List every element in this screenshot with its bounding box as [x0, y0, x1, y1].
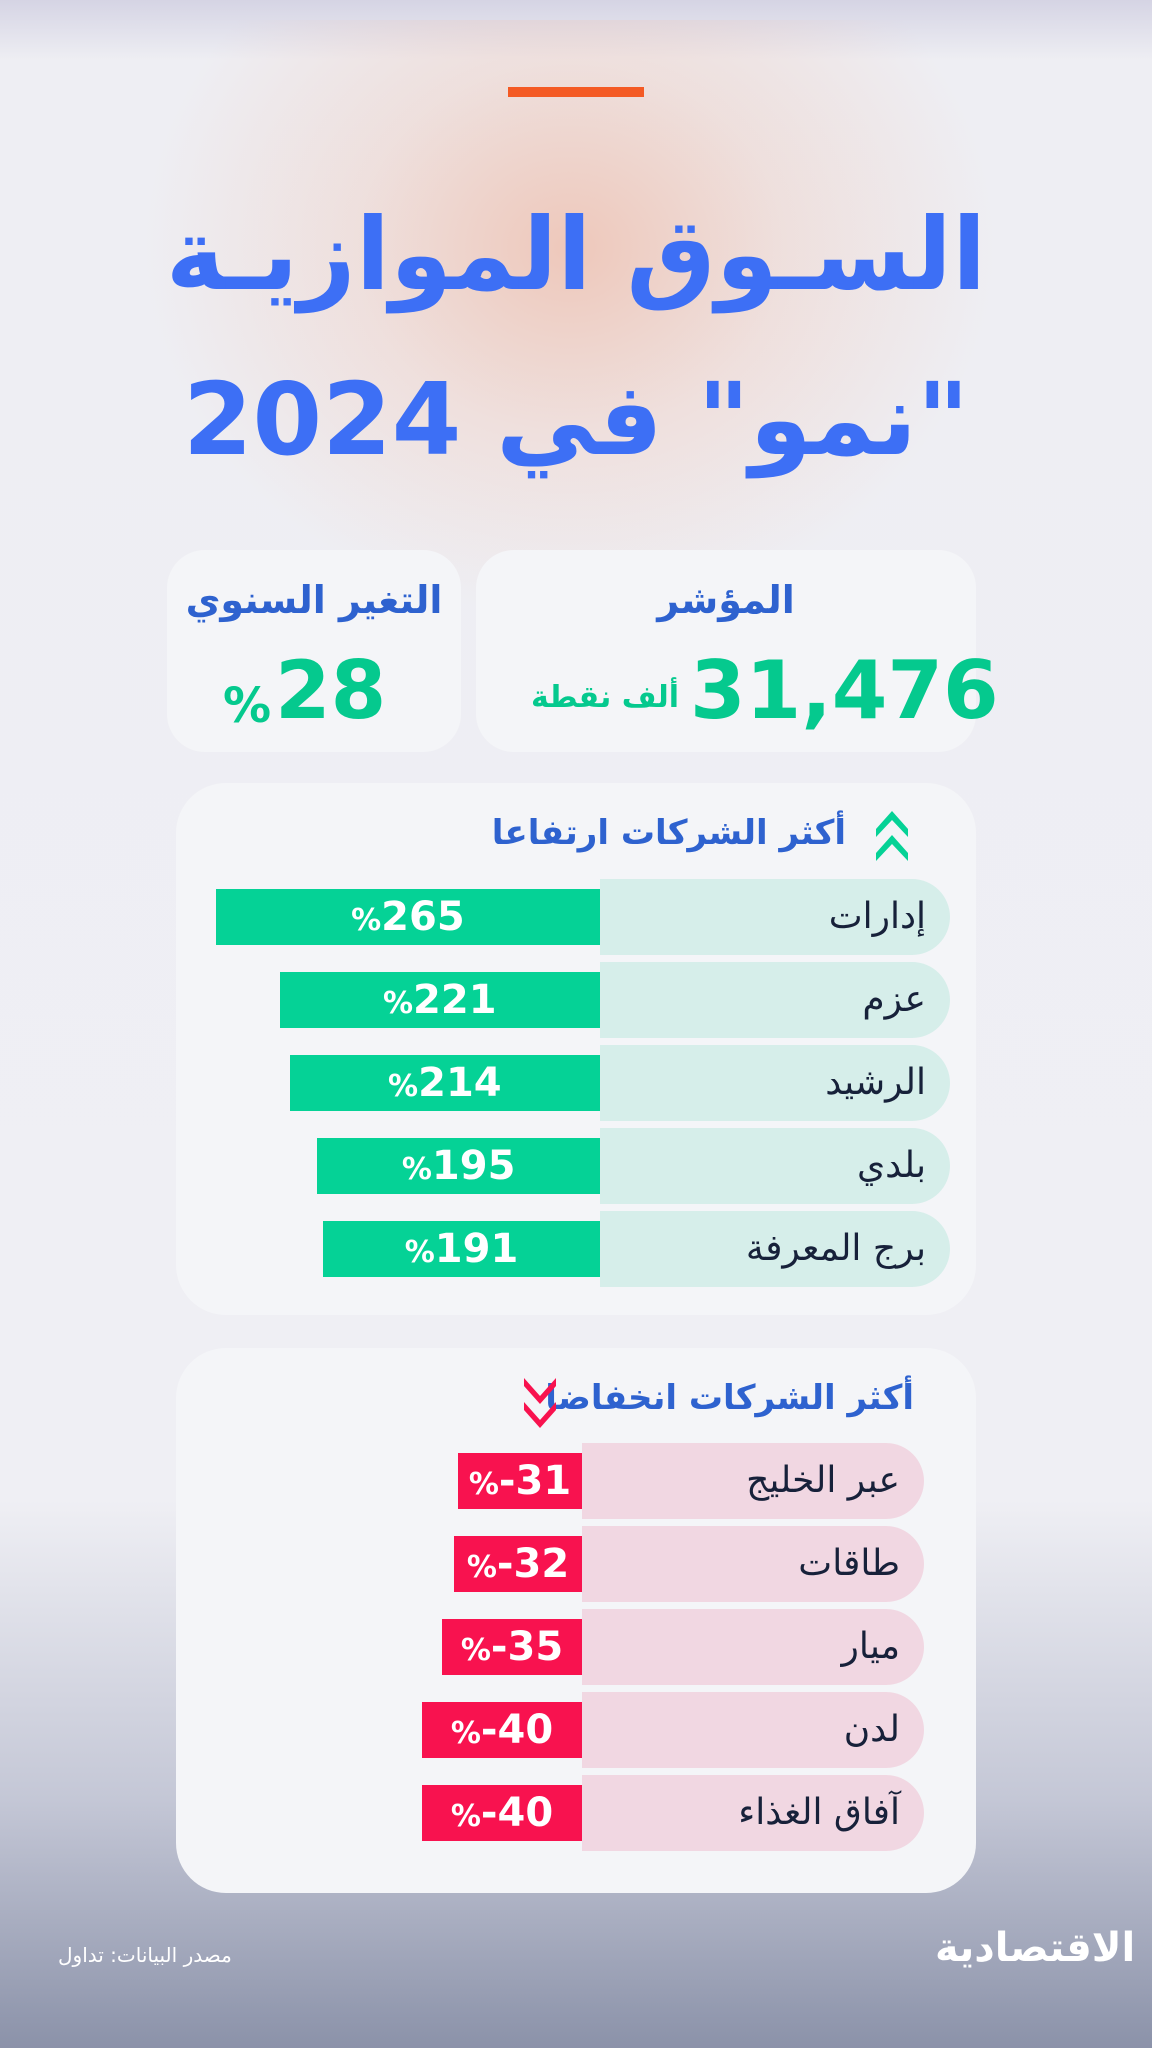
bar-value: 221: [413, 977, 497, 1023]
annual-change-unit: %: [223, 678, 272, 734]
bar-value-label: %195: [317, 1138, 600, 1194]
bar-value: 195: [431, 1143, 516, 1189]
bar-value: -31: [498, 1458, 572, 1504]
chart-row: آفاق الغذاء %-40: [176, 1775, 976, 1851]
annual-change-value: 28: [275, 644, 387, 737]
bar-value-label: %-32: [454, 1536, 582, 1592]
chart-row: لدن %-40: [176, 1692, 976, 1768]
percent-sign: %: [466, 1550, 497, 1585]
publisher-logo: الاقتصادية: [935, 1925, 1136, 1971]
category-label: عزم: [862, 979, 926, 1020]
index-value: 31,476: [690, 644, 999, 737]
top-losers-panel: أكثر الشركات انخفاضا عبر الخليج %-31 طاقات…: [176, 1348, 976, 1893]
chart-row: ميار %-35: [176, 1609, 976, 1685]
title-line-1: السـوق الموازيـة: [165, 196, 987, 313]
double-chevron-up-icon: [876, 811, 908, 861]
data-source: مصدر البيانات: تداول: [58, 1943, 232, 1967]
category-label-pill: لدن: [582, 1692, 924, 1768]
accent-bar: [508, 87, 644, 97]
bar-value-label: %-40: [422, 1702, 582, 1758]
bar-value: -35: [490, 1624, 564, 1670]
bar-value-label: %221: [280, 972, 600, 1028]
category-label-pill: ميار: [582, 1609, 924, 1685]
bar: [454, 1536, 582, 1592]
category-label-pill: عزم: [600, 962, 950, 1038]
bar-value: 191: [434, 1226, 519, 1272]
category-label: برج المعرفة: [745, 1228, 926, 1269]
bar-value-label: %265: [216, 889, 600, 945]
double-chevron-down-icon: [524, 1378, 556, 1428]
category-label-pill: آفاق الغذاء: [582, 1775, 924, 1851]
index-card: المؤشر 31,476 ألف نقطة: [476, 550, 999, 752]
index-unit: ألف نقطة: [531, 680, 679, 715]
percent-sign: %: [388, 1069, 419, 1104]
category-label: إدارات: [828, 896, 926, 937]
percent-sign: %: [468, 1467, 499, 1502]
category-label: طاقات: [798, 1543, 900, 1584]
top-losers-title: أكثر الشركات انخفاضا: [545, 1378, 914, 1418]
category-label-pill: الرشيد: [600, 1045, 950, 1121]
percent-sign: %: [382, 986, 414, 1021]
bar: [317, 1138, 600, 1194]
percent-sign: %: [450, 1799, 481, 1834]
bar: [323, 1221, 600, 1277]
bar-value: -40: [480, 1707, 554, 1753]
bar: [279, 972, 600, 1028]
bar: [422, 1785, 582, 1841]
bar-value-label: %214: [290, 1055, 600, 1111]
category-label-pill: بلدي: [600, 1128, 950, 1204]
category-label-pill: إدارات: [600, 879, 950, 955]
index-label: المؤشر: [657, 578, 795, 622]
category-label-pill: عبر الخليج: [582, 1443, 924, 1519]
category-label-pill: برج المعرفة: [600, 1211, 950, 1287]
chart-row: عزم %221: [176, 962, 976, 1038]
chart-row: طاقات %-32: [176, 1526, 976, 1602]
bar-value: -32: [496, 1541, 570, 1587]
category-label: لدن: [843, 1709, 900, 1750]
chart-row: برج المعرفة %191: [176, 1211, 976, 1287]
annual-change-card: التغير السنوي 28 %: [167, 550, 461, 752]
bar: [442, 1619, 582, 1675]
bar-value: -40: [480, 1790, 554, 1836]
percent-sign: %: [460, 1633, 491, 1668]
percent-sign: %: [404, 1235, 435, 1270]
category-label: الرشيد: [825, 1062, 926, 1103]
bar-value-label: %-35: [442, 1619, 582, 1675]
chart-row: بلدي %195: [176, 1128, 976, 1204]
bar: [215, 889, 600, 945]
percent-sign: %: [401, 1152, 432, 1187]
category-label: عبر الخليج: [746, 1460, 900, 1501]
bar: [289, 1055, 600, 1111]
category-label: بلدي: [856, 1145, 926, 1186]
chart-row: إدارات %265: [176, 879, 976, 955]
percent-sign: %: [450, 1716, 481, 1751]
bar: [422, 1702, 582, 1758]
top-gainers-panel: أكثر الشركات ارتفاعا إدارات %265 عزم %221 ال…: [176, 783, 976, 1315]
chart-row: الرشيد %214: [176, 1045, 976, 1121]
bar-value: 214: [418, 1060, 502, 1106]
bar: [458, 1453, 582, 1509]
category-label: ميار: [841, 1626, 901, 1667]
background-glow: [140, 20, 1000, 620]
category-label-pill: طاقات: [582, 1526, 924, 1602]
title-line-2: "نمو" في 2024: [182, 361, 970, 478]
percent-sign: %: [351, 903, 382, 938]
bar-value: 265: [381, 894, 465, 940]
bar-value-label: %-40: [422, 1785, 582, 1841]
chart-row: عبر الخليج %-31: [176, 1443, 976, 1519]
top-gainers-title: أكثر الشركات ارتفاعا: [491, 813, 846, 853]
annual-change-label: التغير السنوي: [185, 578, 443, 622]
category-label: آفاق الغذاء: [738, 1792, 900, 1833]
bar-value-label: %191: [323, 1221, 600, 1277]
bar-value-label: %-31: [458, 1453, 582, 1509]
